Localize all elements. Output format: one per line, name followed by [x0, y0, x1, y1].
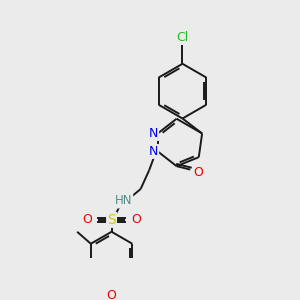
Text: N: N	[149, 127, 158, 140]
Text: S: S	[107, 213, 116, 227]
Text: HN: HN	[115, 194, 132, 208]
Text: O: O	[82, 213, 92, 226]
Text: O: O	[106, 290, 116, 300]
Text: O: O	[193, 166, 203, 178]
Text: O: O	[131, 213, 141, 226]
Text: N: N	[149, 145, 158, 158]
Text: Cl: Cl	[176, 31, 189, 44]
